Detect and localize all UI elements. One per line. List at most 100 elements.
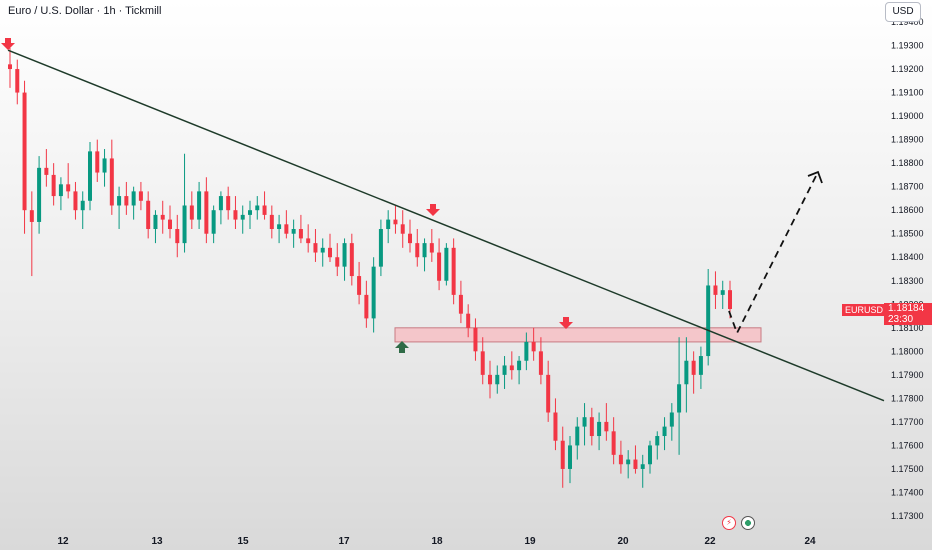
time-axis[interactable]: 12 13 15 17 18 19 20 22 24 (57, 536, 816, 547)
y-tick-label: 1.17400 (891, 487, 924, 497)
candle-body (175, 229, 180, 244)
y-tick-label: 1.19000 (891, 111, 924, 121)
candle-body (669, 412, 674, 427)
candle-body (662, 426, 667, 437)
x-tick-label: 24 (804, 536, 816, 547)
candle-body (415, 243, 420, 258)
candle-body (604, 421, 609, 432)
candle-body (648, 445, 652, 465)
y-tick-label: 1.17500 (891, 464, 924, 474)
candle-body (320, 247, 325, 253)
candle-body (728, 290, 732, 309)
down-arrow-marker (559, 317, 573, 329)
candle-body (386, 219, 391, 230)
candle-body (400, 224, 405, 234)
candle-body (655, 436, 660, 446)
x-tick-label: 19 (524, 536, 536, 547)
projection-path (728, 175, 817, 336)
candle-body (342, 243, 347, 267)
candle-body (480, 351, 485, 375)
candle-body (269, 214, 274, 230)
currency-button[interactable]: USD (885, 2, 921, 22)
candle-body (138, 191, 143, 201)
candle-body (422, 243, 427, 258)
candle-body (66, 184, 71, 192)
candle-body (640, 464, 645, 469)
candle-body (575, 426, 580, 446)
y-tick-label: 1.19400 (891, 17, 924, 27)
candle-body (429, 243, 434, 253)
candle-body (524, 341, 529, 361)
candle-body (546, 374, 551, 413)
candle-body (633, 459, 638, 469)
candle-body (349, 243, 354, 277)
candle-body (44, 167, 49, 175)
candle-body (626, 459, 631, 465)
candle-body (284, 224, 289, 234)
x-tick-label: 12 (57, 536, 69, 547)
up-arrow-marker (395, 341, 409, 353)
candle-body (204, 191, 209, 234)
candle-body (378, 229, 383, 267)
candle-body (211, 210, 216, 234)
candle-body (189, 205, 194, 220)
candle-body (15, 69, 20, 93)
candle-body (473, 327, 478, 352)
down-arrow-marker (1, 38, 15, 50)
candle-body (124, 196, 129, 206)
candle-body (451, 247, 456, 295)
y-tick-label: 1.19200 (891, 64, 924, 74)
candle-body (328, 247, 332, 258)
y-tick-label: 1.19100 (891, 88, 924, 98)
x-tick-label: 18 (431, 536, 443, 547)
candle-body (568, 445, 572, 469)
candle-body (29, 210, 34, 222)
candle-body (684, 360, 689, 385)
record-icon[interactable] (741, 516, 755, 530)
candle-body (589, 417, 594, 437)
price-tag-symbol: EURUSD (842, 304, 887, 316)
y-tick-label: 1.17300 (891, 511, 924, 521)
x-tick-label: 13 (151, 536, 163, 547)
candle-body (444, 247, 449, 281)
candle-body (357, 276, 362, 295)
candle-body (153, 214, 158, 230)
candle-body (146, 200, 151, 230)
candle-body (291, 229, 296, 234)
candle-body (706, 285, 711, 357)
candle-body (255, 205, 260, 211)
candle-body (298, 229, 303, 239)
candle-body (313, 243, 318, 253)
candle-body (58, 184, 63, 197)
candle-body (611, 431, 616, 455)
candle-body (168, 219, 172, 230)
candle-body (509, 365, 514, 371)
candle-body (538, 351, 543, 375)
y-tick-label: 1.19300 (891, 41, 924, 51)
y-tick-label: 1.17800 (891, 393, 924, 403)
y-tick-label: 1.18500 (891, 229, 924, 239)
candle-body (393, 219, 398, 225)
candle-body (88, 151, 92, 201)
candle-body (109, 158, 114, 206)
candle-body (458, 294, 463, 314)
candle-body (80, 200, 85, 211)
candle-body (437, 252, 442, 281)
x-tick-label: 20 (617, 536, 629, 547)
candle-body (408, 233, 412, 244)
candle-body (495, 374, 500, 385)
x-tick-label: 15 (237, 536, 249, 547)
candle-body (240, 214, 245, 220)
candle-body (553, 412, 558, 441)
price-axis[interactable]: 1.17300 1.17400 1.17500 1.17600 1.17700 1.178… (891, 17, 924, 521)
candle-body (197, 191, 202, 220)
lightning-icon[interactable]: ⚡ (722, 516, 736, 530)
y-tick-label: 1.18000 (891, 346, 924, 356)
x-tick-label: 22 (704, 536, 716, 547)
candle-body (22, 92, 27, 211)
price-tag-price: 1.18184 (884, 303, 932, 314)
candle-body (466, 313, 471, 328)
candle-body (582, 417, 587, 427)
candles-group (8, 47, 732, 488)
